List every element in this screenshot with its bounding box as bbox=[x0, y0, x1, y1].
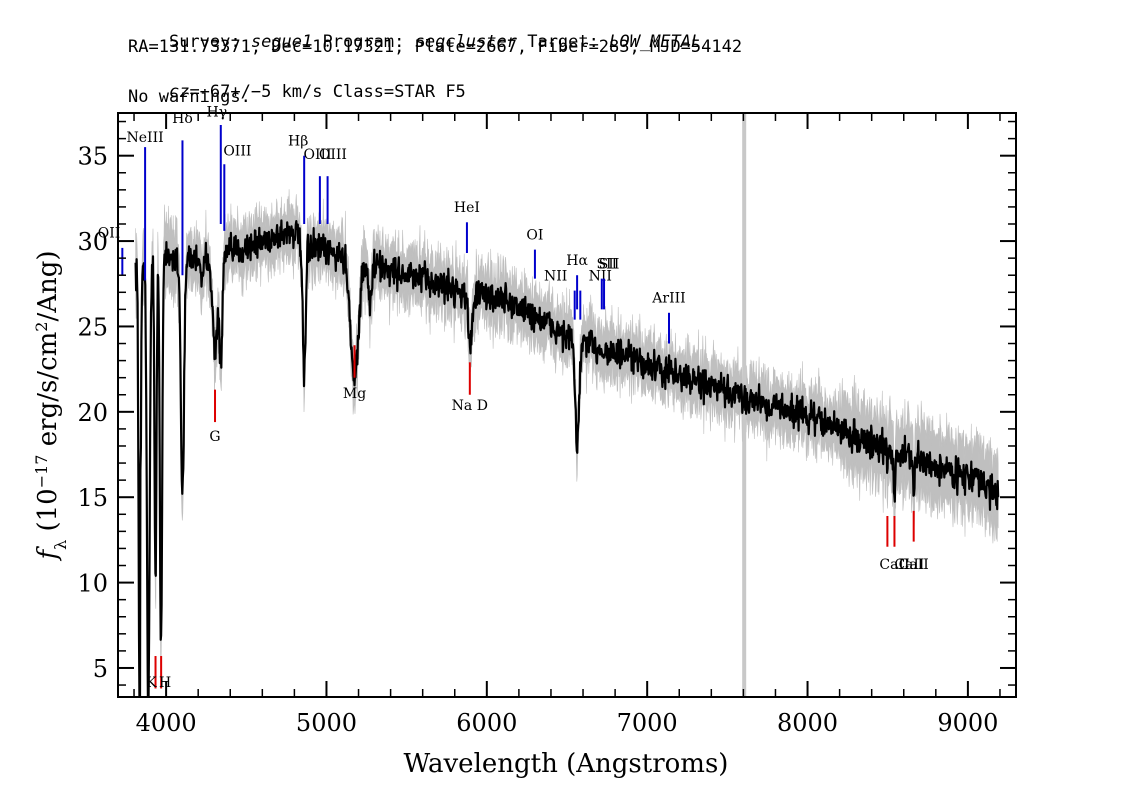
header-line-coordinates: RA=131.73371, Dec=10.17321, Plate=2667, … bbox=[128, 37, 743, 57]
absorption-line-label-7: CaII bbox=[899, 557, 929, 573]
y-label-lambda: λ bbox=[51, 540, 70, 550]
emission-line-label-10: NII bbox=[544, 268, 567, 284]
emission-line-label-1: NeIII bbox=[127, 130, 164, 146]
cz-value: =−67+/−5 bbox=[189, 82, 272, 102]
emission-line-label-14: SII bbox=[599, 256, 620, 272]
y-label-squared: 2 bbox=[32, 322, 51, 332]
header-line-redshift: cz=−67+/−5 km/s Class=STAR F5 bbox=[128, 62, 466, 122]
emission-line-label-9: OI bbox=[526, 227, 543, 243]
y-tick-label-2: 15 bbox=[77, 484, 108, 512]
emission-line-label-5: Hβ bbox=[288, 133, 308, 149]
emission-line-label-15: ArIII bbox=[651, 291, 685, 307]
emission-line-label-0: OII bbox=[98, 226, 121, 242]
spectrum-line bbox=[134, 219, 1000, 697]
header-line-warnings: No warnings. bbox=[128, 87, 251, 107]
x-tick-label-3: 7000 bbox=[617, 709, 678, 737]
absorption-line-label-2: G bbox=[209, 429, 220, 445]
error-band bbox=[135, 189, 999, 697]
emission-line-label-12: NII bbox=[589, 268, 612, 284]
emission-line-label-8: HeI bbox=[454, 200, 480, 216]
cz-label: cz bbox=[168, 82, 190, 102]
target-value: LOW_METAL bbox=[609, 32, 702, 52]
emission-line-label-6: OIII bbox=[319, 147, 347, 163]
survey-label: Survey: bbox=[168, 32, 251, 52]
absorption-line-label-6: CaII bbox=[879, 557, 909, 573]
x-tick-label-5: 9000 bbox=[937, 709, 998, 737]
absorption-line-label-0: K bbox=[146, 675, 157, 691]
y-label-exponent: −17 bbox=[32, 455, 51, 489]
y-label-pre: (10 bbox=[33, 488, 63, 540]
plot-frame bbox=[117, 112, 1017, 698]
y-label-mid: erg/s/cm bbox=[33, 332, 63, 455]
y-tick-label-5: 30 bbox=[77, 228, 108, 256]
emission-line-label-13: SII bbox=[596, 256, 617, 272]
x-axis-label: Wavelength (Angstroms) bbox=[404, 749, 729, 779]
x-tick-label-1: 5000 bbox=[296, 709, 357, 737]
y-tick-label-1: 10 bbox=[77, 570, 108, 598]
cz-unit-class: km/s Class=STAR F5 bbox=[271, 82, 466, 102]
y-label-post: /Ang) bbox=[33, 250, 63, 321]
emission-line-label-11: Hα bbox=[566, 253, 588, 269]
y-tick-label-4: 25 bbox=[77, 313, 108, 341]
absorption-line-label-3: Mg bbox=[343, 386, 366, 402]
y-tick-label-3: 20 bbox=[77, 399, 108, 427]
program-label: Program: bbox=[312, 32, 415, 52]
y-tick-label-6: 35 bbox=[77, 143, 108, 171]
y-tick-label-0: 5 bbox=[93, 655, 108, 683]
survey-value: segue1 bbox=[250, 32, 313, 52]
absorption-line-label-5: CaII bbox=[894, 557, 924, 573]
absorption-line-label-4: Na D bbox=[452, 398, 488, 414]
header-line-survey: Survey: segue1 Program: segcluster Targe… bbox=[128, 12, 701, 72]
target-label: Target: bbox=[516, 32, 610, 52]
y-axis-label: fλ (10−17 erg/s/cm2/Ang) bbox=[32, 250, 70, 561]
emission-line-label-2: Hδ bbox=[172, 111, 193, 127]
x-tick-label-0: 4000 bbox=[136, 709, 197, 737]
emission-line-label-4: OIII bbox=[223, 144, 251, 160]
x-tick-label-4: 8000 bbox=[777, 709, 838, 737]
program-value: segcluster bbox=[414, 32, 517, 52]
x-tick-label-2: 6000 bbox=[456, 709, 517, 737]
emission-line-label-7: OIII bbox=[304, 147, 332, 163]
